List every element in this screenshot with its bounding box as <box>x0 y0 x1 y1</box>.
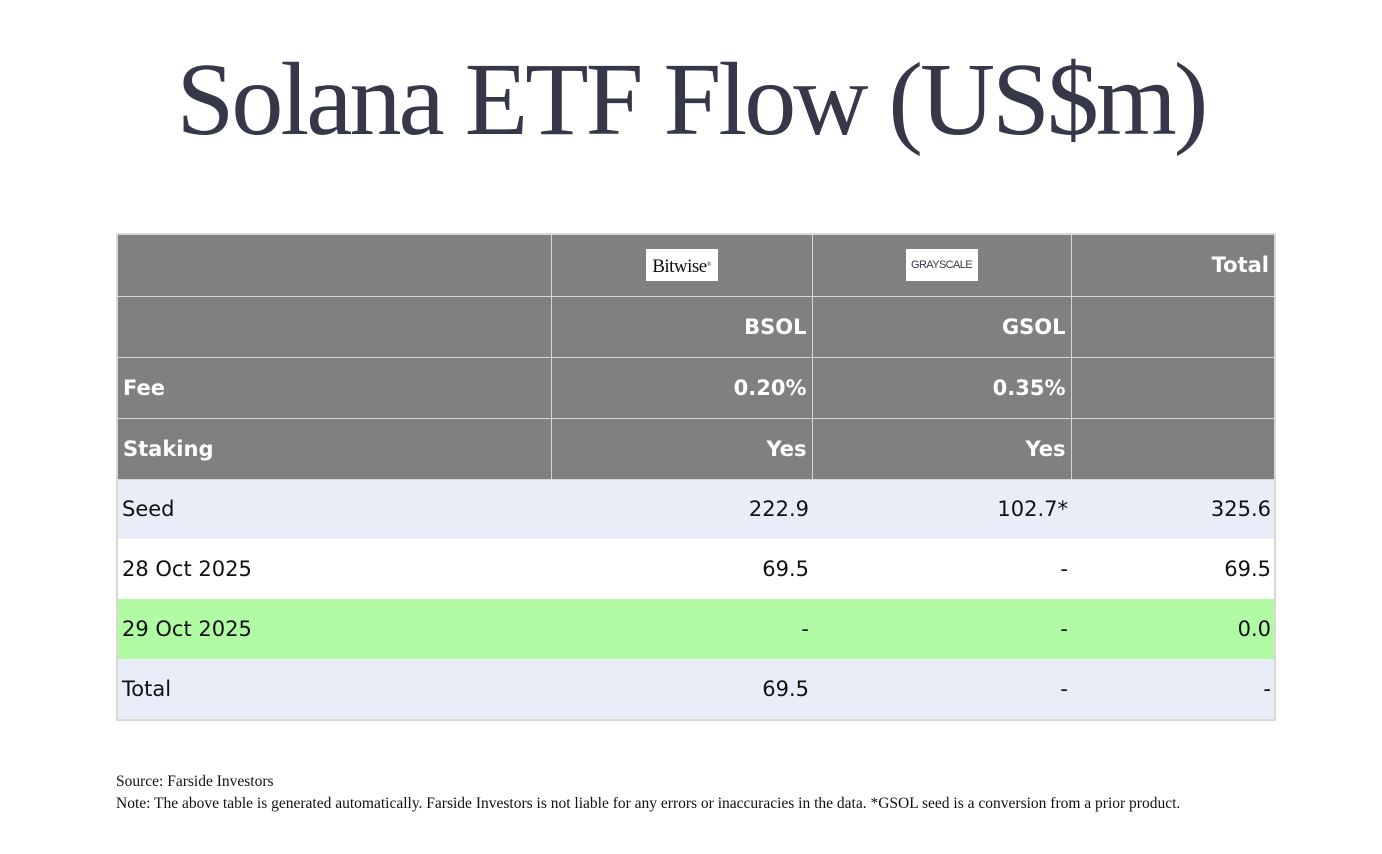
cell-total: - <box>1071 659 1274 719</box>
cell-gsol: - <box>812 599 1071 659</box>
cell-gsol: 102.7* <box>812 479 1071 539</box>
row-label: 29 Oct 2025 <box>118 599 551 659</box>
grayscale-logo: GRAYSCALE <box>905 249 978 282</box>
grayscale-logo-text: GRAYSCALE <box>910 259 973 272</box>
staking-label: Staking <box>118 417 552 480</box>
cell-total: 69.5 <box>1071 539 1274 599</box>
cell-bsol: - <box>551 599 812 659</box>
fee-gsol: 0.35% <box>811 356 1072 419</box>
table-row: 28 Oct 2025 69.5 - 69.5 <box>118 539 1274 599</box>
header-empty-cell <box>118 235 552 297</box>
header-row-staking: Staking Yes Yes <box>118 417 1274 480</box>
cell-bsol: 69.5 <box>551 659 812 719</box>
header-grayscale-cell: GRAYSCALE <box>811 235 1072 297</box>
cell-total: 0.0 <box>1071 599 1274 659</box>
header-empty-cell <box>118 295 552 358</box>
ticker-bsol: BSOL <box>550 295 813 358</box>
staking-gsol: Yes <box>811 417 1072 480</box>
etf-flow-table: Bitwise® GRAYSCALE Total BSOL GSOL Fee 0… <box>116 233 1276 721</box>
disclaimer-note: Note: The above table is generated autom… <box>116 795 1181 812</box>
table-row-total: Total 69.5 - - <box>118 659 1274 719</box>
header-row-tickers: BSOL GSOL <box>118 295 1274 358</box>
fee-bsol: 0.20% <box>550 356 813 419</box>
cell-gsol: - <box>812 539 1071 599</box>
header-empty-cell <box>1070 356 1274 419</box>
cell-bsol: 69.5 <box>551 539 812 599</box>
fee-label: Fee <box>118 356 552 419</box>
row-label: Seed <box>118 479 551 539</box>
source-note: Source: Farside Investors <box>116 773 274 790</box>
bitwise-logo-text: Bitwise <box>652 256 707 278</box>
registered-mark: ® <box>706 262 712 269</box>
header-row-issuers: Bitwise® GRAYSCALE Total <box>118 235 1274 297</box>
header-empty-cell <box>1070 295 1274 358</box>
bitwise-logo: Bitwise® <box>645 249 718 282</box>
ticker-gsol: GSOL <box>811 295 1072 358</box>
header-total: Total <box>1070 235 1274 297</box>
row-label: Total <box>118 659 551 719</box>
cell-total: 325.6 <box>1071 479 1274 539</box>
staking-bsol: Yes <box>550 417 813 480</box>
page-title: Solana ETF Flow (US$m) <box>176 42 1209 157</box>
table-row-latest: 29 Oct 2025 - - 0.0 <box>118 599 1274 659</box>
header-row-fee: Fee 0.20% 0.35% <box>118 356 1274 419</box>
cell-gsol: - <box>812 659 1071 719</box>
cell-bsol: 222.9 <box>551 479 812 539</box>
header-bitwise-cell: Bitwise® <box>550 235 813 297</box>
header-empty-cell <box>1070 417 1274 480</box>
row-label: 28 Oct 2025 <box>118 539 551 599</box>
footer: Source: Farside Investors Note: The abov… <box>116 771 1180 815</box>
table-row-seed: Seed 222.9 102.7* 325.6 <box>118 479 1274 539</box>
